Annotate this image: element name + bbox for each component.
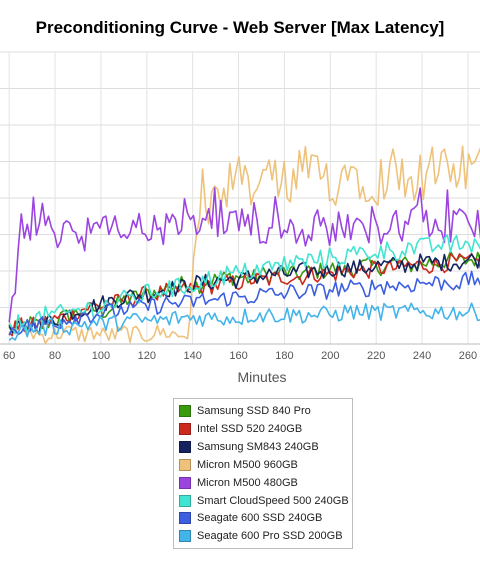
x-tick-label: 240 [413, 350, 431, 362]
legend-entry: Micron M500 480GB [179, 474, 298, 492]
legend-label: Micron M500 480GB [197, 476, 298, 489]
x-tick-label: 60 [3, 350, 15, 362]
legend-label: Seagate 600 Pro SSD 200GB [197, 530, 343, 543]
x-tick-label: 140 [184, 350, 202, 362]
legend-swatch [179, 422, 191, 435]
legend-swatch [179, 458, 191, 471]
x-tick-label: 80 [49, 350, 61, 362]
x-tick-label: 120 [138, 350, 156, 362]
x-tick-labels: 6080100120140160180200220240260280 [3, 350, 477, 362]
legend: Samsung SSD 840 Pro Intel SSD 520 240GB Sa… [173, 398, 353, 549]
series-line-6 [8, 270, 480, 336]
x-tick-label: 200 [321, 350, 339, 362]
legend-swatch [179, 530, 191, 543]
legend-label: Intel SSD 520 240GB [197, 422, 303, 435]
series-lines [8, 145, 480, 345]
legend-entry: Samsung SM843 240GB [179, 438, 319, 456]
legend-entry: Intel SSD 520 240GB [179, 420, 302, 438]
legend-entry: Seagate 600 SSD 240GB [179, 509, 322, 527]
x-tick-label: 220 [367, 350, 385, 362]
series-line-3 [8, 145, 480, 345]
x-axis-title: Minutes [237, 369, 287, 385]
x-tick-label: 100 [92, 350, 110, 362]
legend-entry: Micron M500 960GB [179, 456, 298, 474]
legend-swatch [179, 494, 191, 507]
series-line-7 [8, 302, 480, 341]
series-line-4 [8, 187, 480, 323]
legend-entry: Samsung SSD 840 Pro [179, 402, 311, 420]
legend-swatch [179, 476, 191, 489]
series-line-0 [8, 250, 480, 333]
legend-label: Smart CloudSpeed 500 240GB [197, 494, 349, 507]
chart-title: Preconditioning Curve - Web Server [Max … [35, 18, 445, 37]
legend-swatch [179, 405, 191, 417]
x-tick-label: 180 [275, 350, 293, 362]
legend-swatch [179, 512, 191, 525]
legend-label: Samsung SSD 840 Pro [197, 405, 311, 417]
series-line-2 [8, 253, 480, 334]
legend-entry: Smart CloudSpeed 500 240GB [179, 492, 349, 510]
legend-label: Seagate 600 SSD 240GB [197, 512, 323, 525]
x-tick-label: 160 [229, 350, 247, 362]
legend-entry: Seagate 600 Pro SSD 200GB [179, 527, 343, 545]
legend-label: Micron M500 960GB [197, 458, 298, 471]
x-tick-label: 260 [459, 350, 477, 362]
legend-swatch [179, 440, 191, 453]
legend-label: Samsung SM843 240GB [197, 440, 319, 453]
